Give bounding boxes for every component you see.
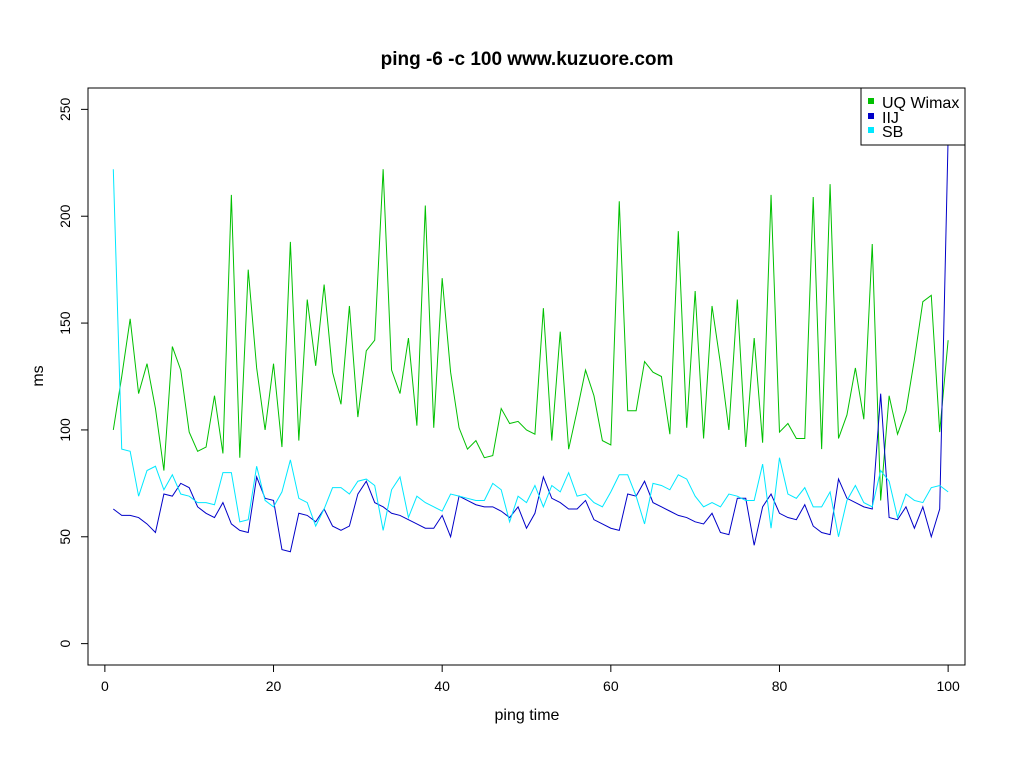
x-axis: 0 20 40 60 80 100	[101, 664, 960, 694]
legend-label-iij: IIJ	[882, 110, 899, 127]
x-tick-label: 80	[772, 678, 788, 694]
legend-swatch-sb	[868, 127, 874, 133]
y-axis: 0 50 100 150 200 250	[57, 97, 89, 648]
x-tick-label: 100	[936, 678, 960, 694]
legend-swatch-uq-wimax	[868, 98, 874, 104]
x-axis-label: ping time	[495, 707, 560, 724]
legend-swatch-iij	[868, 113, 874, 119]
y-tick-label: 50	[57, 529, 73, 545]
y-tick-label: 200	[57, 204, 73, 228]
legend-label-uq-wimax: UQ Wimax	[882, 95, 959, 112]
series-line-sb	[112, 169, 949, 537]
legend-label-sb: SB	[882, 124, 903, 141]
x-tick-label: 20	[266, 678, 282, 694]
y-tick-label: 100	[57, 418, 73, 442]
y-tick-label: 150	[57, 311, 73, 335]
chart-title: ping -6 -c 100 www.kuzuore.com	[381, 49, 674, 70]
x-tick-label: 0	[101, 678, 109, 694]
series-line-uq-wimax	[112, 169, 949, 501]
x-tick-label: 40	[434, 678, 450, 694]
series-layer	[112, 137, 949, 553]
legend-box	[860, 87, 966, 146]
x-tick-label: 60	[603, 678, 619, 694]
y-axis-label: ms	[30, 365, 47, 386]
legend: UQ Wimax IIJ SB	[860, 87, 966, 146]
y-tick-label: 250	[57, 97, 73, 121]
series-line-iij	[112, 137, 949, 553]
y-tick-label: 0	[57, 640, 73, 648]
